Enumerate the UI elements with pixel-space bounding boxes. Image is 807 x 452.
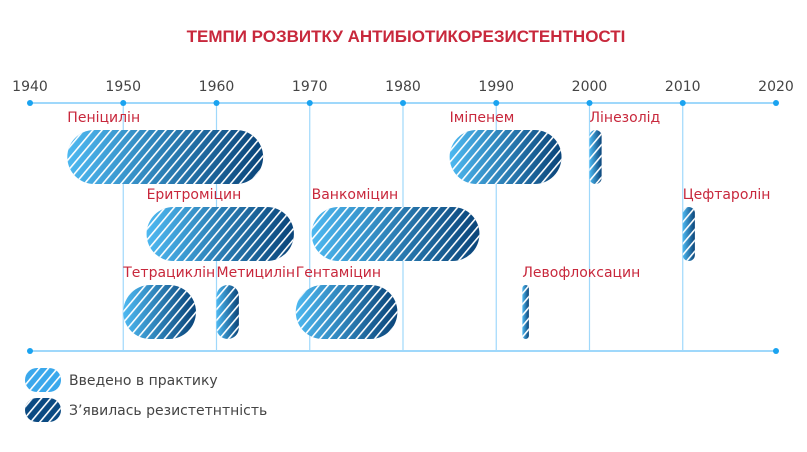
tick-label: 2020 [758,79,794,95]
bar-stripes [295,285,398,339]
chart-title: ТЕМПИ РОЗВИТКУ АНТИБІОТИКОРЕЗИСТЕНТНОСТІ [187,27,626,46]
bar-label: Левофлоксацин [522,265,640,281]
bar-stripes [449,130,562,184]
bar-3: Еритроміцин [146,187,294,261]
legend-swatch-stripes [25,368,61,392]
tick-dot [773,100,779,106]
tick-dot [120,100,127,106]
tick-label: 1970 [292,79,328,95]
tick-dot [493,100,500,106]
bar-stripes [522,285,529,339]
legend-label: Введено в практику [69,373,218,389]
tick-dot [679,100,686,106]
axis-dot [27,348,33,354]
bar-8: Гентаміцин [295,265,398,339]
bar-5: Цефтаролін [682,187,771,261]
bar-7: Метицилін [216,265,296,339]
bar-stripes [123,285,196,339]
bar-label: Тетрациклін [122,265,215,281]
tick-dot [586,100,593,106]
bar-label: Пеніцилін [67,110,140,126]
bar-stripes [682,207,695,261]
tick-dot [306,100,313,106]
legend-label: З’явилась резистетнтність [69,403,267,419]
tick-dot [400,100,406,106]
bar-2: Лінезолід [589,110,661,184]
bar-stripes [311,207,480,261]
bar-label: Еритроміцин [147,187,242,203]
bar-9: Левофлоксацин [522,265,640,339]
tick-label: 1940 [12,79,48,95]
bar-1: Іміпенем [449,110,562,184]
tick-dot [27,100,33,106]
bar-label: Цефтаролін [683,187,771,203]
legend-swatch-stripes [25,398,61,422]
axis-dot [773,348,779,354]
bar-6: Тетрациклін [122,265,215,339]
bar-stripes [589,130,602,184]
bar-0: Пеніцилін [67,110,264,184]
tick-label: 1950 [105,79,141,95]
bar-4: Ванкоміцин [311,187,480,261]
tick-label: 1990 [478,79,514,95]
bar-label: Гентаміцин [296,265,381,281]
tick-dot [213,100,220,106]
bar-stripes [67,130,264,184]
tick-label: 1960 [199,79,235,95]
tick-label: 2000 [572,79,608,95]
bar-stripes [146,207,294,261]
tick-label: 1980 [385,79,421,95]
bar-label: Іміпенем [450,110,515,126]
bar-label: Метицилін [217,265,296,281]
bar-label: Ванкоміцин [312,187,399,203]
bar-stripes [216,285,239,339]
tick-label: 2010 [665,79,701,95]
bar-label: Лінезолід [590,110,661,126]
